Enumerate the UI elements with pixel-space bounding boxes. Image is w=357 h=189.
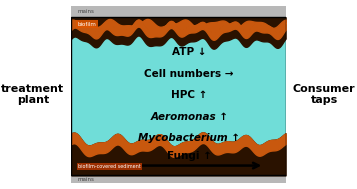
Text: mains: mains [78,9,95,14]
Text: biofilm: biofilm [78,22,97,27]
Text: treatment
plant: treatment plant [1,84,64,105]
Text: Fungi ↑: Fungi ↑ [167,151,212,161]
Text: Aeromonas ↑: Aeromonas ↑ [150,112,228,122]
Bar [71,17,286,175]
Text: Cell numbers →: Cell numbers → [145,69,234,79]
Bar [71,6,286,17]
Text: Consumer
taps: Consumer taps [293,84,356,105]
Text: biofilm-covered sediment: biofilm-covered sediment [78,164,141,169]
Text: HPC ↑: HPC ↑ [171,90,207,100]
Bar [71,175,286,183]
Text: mains: mains [78,177,95,182]
Text: ATP ↓: ATP ↓ [172,47,206,57]
Text: Mycobacterium ↑: Mycobacterium ↑ [138,133,240,143]
Bar [71,17,286,175]
